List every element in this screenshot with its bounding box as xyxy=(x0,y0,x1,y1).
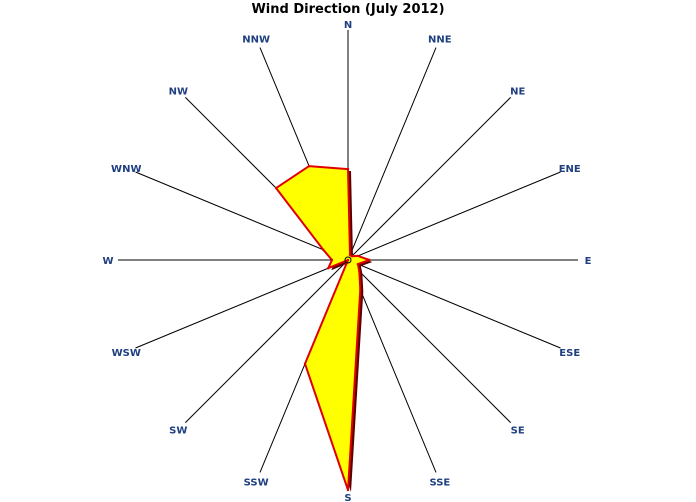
direction-label-wnw: WNW xyxy=(111,164,141,175)
direction-label-ssw: SSW xyxy=(244,478,269,489)
data-point-wnw xyxy=(322,248,325,251)
spoke-wnw xyxy=(135,171,349,261)
direction-label-w: W xyxy=(102,256,113,267)
series-area xyxy=(275,165,371,491)
direction-label-wsw: WSW xyxy=(112,348,141,359)
spoke-ese xyxy=(347,259,561,349)
spoke-wsw xyxy=(135,259,349,349)
data-point-nw xyxy=(274,186,278,190)
direction-label-s: S xyxy=(344,493,351,502)
direction-label-ne: NE xyxy=(510,86,525,97)
data-point-se xyxy=(358,270,361,273)
direction-label-se: SE xyxy=(511,426,525,437)
data-point-wsw xyxy=(327,266,330,270)
direction-label-nnw: NNW xyxy=(242,34,270,45)
spoke-ne xyxy=(347,97,511,261)
direction-label-ene: ENE xyxy=(559,164,581,175)
data-point-sw xyxy=(346,258,350,262)
direction-label-e: E xyxy=(585,256,592,267)
data-point-e xyxy=(368,258,371,262)
center-marker xyxy=(344,256,352,264)
data-point-ene xyxy=(356,254,360,258)
data-point-w xyxy=(330,258,334,262)
spoke-ene xyxy=(347,171,561,261)
spoke-se xyxy=(347,259,511,423)
chart-title: Wind Direction (July 2012) xyxy=(251,2,445,17)
direction-label-nne: NNE xyxy=(428,34,452,45)
data-point-s xyxy=(346,488,350,492)
direction-label-n: N xyxy=(344,20,352,31)
data-point-sse xyxy=(359,288,362,291)
data-point-n xyxy=(346,167,350,171)
data-point-ne xyxy=(350,255,353,258)
spoke-nne xyxy=(347,47,437,261)
data-point-nne xyxy=(348,253,352,257)
direction-label-sse: SSE xyxy=(429,478,450,489)
direction-label-ese: ESE xyxy=(559,348,580,359)
data-point-ssw xyxy=(303,362,307,365)
direction-label-sw: SW xyxy=(169,426,187,437)
data-point-ese xyxy=(356,262,360,266)
direction-label-nw: NW xyxy=(169,86,188,97)
spoke-sw xyxy=(185,259,349,423)
data-point-nnw xyxy=(307,164,311,168)
